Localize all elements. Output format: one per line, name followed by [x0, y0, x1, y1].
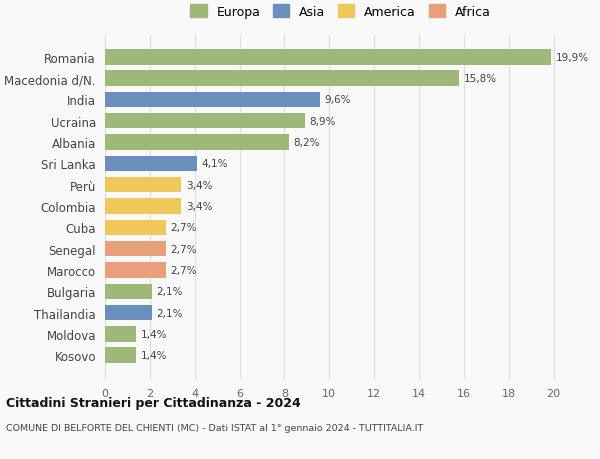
Text: 2,1%: 2,1%	[157, 308, 183, 318]
Legend: Europa, Asia, America, Africa: Europa, Asia, America, Africa	[187, 1, 494, 22]
Bar	[105, 135, 289, 151]
Bar	[105, 220, 166, 235]
Bar	[105, 50, 551, 65]
Text: 8,9%: 8,9%	[309, 117, 335, 127]
Text: 8,2%: 8,2%	[293, 138, 320, 148]
Bar	[105, 178, 181, 193]
Bar	[105, 263, 166, 278]
Bar	[105, 284, 152, 299]
Bar	[105, 326, 136, 342]
Bar	[105, 199, 181, 214]
Bar	[105, 71, 460, 87]
Text: 2,7%: 2,7%	[170, 244, 197, 254]
Text: 4,1%: 4,1%	[202, 159, 228, 169]
Bar	[105, 114, 305, 129]
Text: COMUNE DI BELFORTE DEL CHIENTI (MC) - Dati ISTAT al 1° gennaio 2024 - TUTTITALIA: COMUNE DI BELFORTE DEL CHIENTI (MC) - Da…	[6, 424, 423, 432]
Text: 1,4%: 1,4%	[141, 329, 167, 339]
Bar	[105, 157, 197, 172]
Text: 3,4%: 3,4%	[186, 180, 212, 190]
Bar	[105, 348, 136, 363]
Bar	[105, 241, 166, 257]
Text: 9,6%: 9,6%	[325, 95, 351, 105]
Text: 19,9%: 19,9%	[556, 53, 589, 63]
Bar	[105, 93, 320, 108]
Text: 3,4%: 3,4%	[186, 202, 212, 212]
Text: 2,1%: 2,1%	[157, 286, 183, 297]
Text: 2,7%: 2,7%	[170, 223, 197, 233]
Text: 15,8%: 15,8%	[464, 74, 497, 84]
Text: 2,7%: 2,7%	[170, 265, 197, 275]
Text: Cittadini Stranieri per Cittadinanza - 2024: Cittadini Stranieri per Cittadinanza - 2…	[6, 396, 301, 409]
Bar	[105, 305, 152, 320]
Text: 1,4%: 1,4%	[141, 350, 167, 360]
